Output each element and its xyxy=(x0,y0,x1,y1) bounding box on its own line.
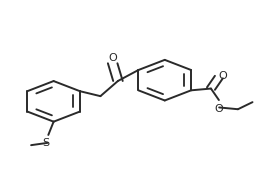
Text: S: S xyxy=(43,138,50,148)
Text: O: O xyxy=(214,104,223,114)
Text: O: O xyxy=(218,71,227,81)
Text: O: O xyxy=(108,53,117,63)
